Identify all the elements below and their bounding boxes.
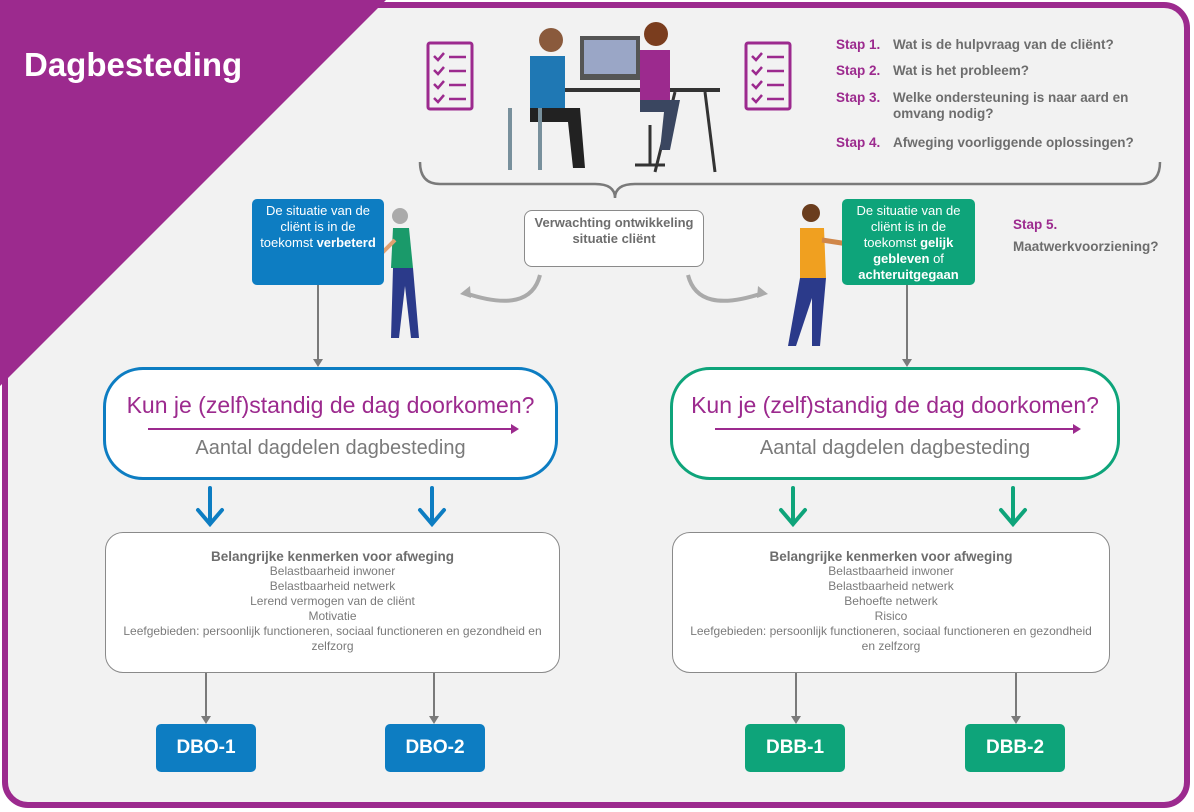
step-2: Stap 2. Wat is het probleem? <box>836 63 1029 79</box>
step-5: Stap 5. Maatwerkvoorziening? <box>1013 214 1159 258</box>
arrow-down <box>313 285 323 367</box>
arrow-right <box>148 424 519 434</box>
criteria-item: Lerend vermogen van de cliënt <box>250 594 415 608</box>
left-callout: De situatie van de cliënt is in de toeko… <box>252 199 384 285</box>
chevron-down-icon <box>779 486 807 528</box>
step-text: Maatwerkvoorziening? <box>1013 239 1159 254</box>
criteria-item: Belastbaarheid inwoner <box>269 564 396 578</box>
step-text: Welke ondersteuning is naar aard en omva… <box>893 90 1129 121</box>
right-callout: De situatie van de cliënt is in de toeko… <box>842 199 975 285</box>
criteria-item: Belastbaarheid netwerk <box>269 579 396 593</box>
criteria-heading: Belangrijke kenmerken voor afweging <box>769 549 1013 564</box>
corner-banner <box>0 0 386 386</box>
checklist-icon <box>744 41 792 111</box>
checklist-icon <box>426 41 474 111</box>
chevron-down-icon <box>196 486 224 528</box>
criteria-item: Risico <box>874 609 908 623</box>
curved-arrow-right <box>686 274 764 303</box>
question-title: Kun je (zelf)standig de dag doorkomen? <box>691 392 1099 418</box>
question-subtitle: Aantal dagdelen dagbesteding <box>195 437 466 459</box>
question-box-left: Kun je (zelf)standig de dag doorkomen? A… <box>103 367 558 480</box>
criteria-item: Leefgebieden: persoonlijk functioneren, … <box>123 624 542 653</box>
arrow-down <box>791 673 801 724</box>
page-title: Dagbesteding <box>24 46 243 83</box>
consultation-illustration <box>508 22 720 173</box>
criteria-item: Belastbaarheid inwoner <box>828 564 954 578</box>
criteria-item: Behoefte netwerk <box>844 594 938 608</box>
step-label: Stap 3. <box>836 90 881 105</box>
brace <box>418 161 1162 199</box>
question-title: Kun je (zelf)standig de dag doorkomen? <box>126 392 535 418</box>
criteria-box-left: Belangrijke kenmerken voor afweging Bela… <box>105 532 560 673</box>
arrow-down <box>201 673 211 724</box>
criteria-item: Motivatie <box>308 609 357 623</box>
arrow-down <box>902 285 912 367</box>
man-illustration <box>788 204 849 346</box>
curved-arrow-left <box>464 274 542 303</box>
criteria-item: Belastbaarheid netwerk <box>828 579 954 593</box>
step-text: Wat is het probleem? <box>893 63 1030 78</box>
result-dbo-2: DBO-2 <box>385 724 485 772</box>
criteria-heading: Belangrijke kenmerken voor afweging <box>210 549 455 564</box>
step-3: Stap 3. Welke ondersteuning is naar aard … <box>836 90 1156 122</box>
step-label: Stap 5. <box>1013 217 1058 232</box>
step-label: Stap 2. <box>836 63 881 78</box>
center-box: Verwachting ontwikkeling situatie cliënt <box>524 210 704 267</box>
question-box-right: Kun je (zelf)standig de dag doorkomen? A… <box>670 367 1120 480</box>
chevron-down-icon <box>999 486 1027 528</box>
result-dbb-1: DBB-1 <box>745 724 845 772</box>
arrow-down <box>429 673 439 724</box>
step-4: Stap 4. Afweging voorliggende oplossingen… <box>836 135 1134 151</box>
step-text: Afweging voorliggende oplossingen? <box>893 135 1134 150</box>
step-label: Stap 4. <box>836 135 881 150</box>
criteria-item: Leefgebieden: persoonlijk functioneren, … <box>690 624 1092 653</box>
step-label: Stap 1. <box>836 37 881 52</box>
step-1: Stap 1. Wat is de hulpvraag van de cliënt… <box>836 37 1114 53</box>
result-dbb-2: DBB-2 <box>965 724 1065 772</box>
arrow-down <box>1011 673 1021 724</box>
arrow-right <box>715 424 1081 434</box>
step-text: Wat is de hulpvraag van de cliënt? <box>893 37 1114 52</box>
criteria-box-right: Belangrijke kenmerken voor afweging Bela… <box>672 532 1110 673</box>
question-subtitle: Aantal dagdelen dagbesteding <box>759 437 1031 459</box>
chevron-down-icon <box>418 486 446 528</box>
result-dbo-1: DBO-1 <box>156 724 256 772</box>
